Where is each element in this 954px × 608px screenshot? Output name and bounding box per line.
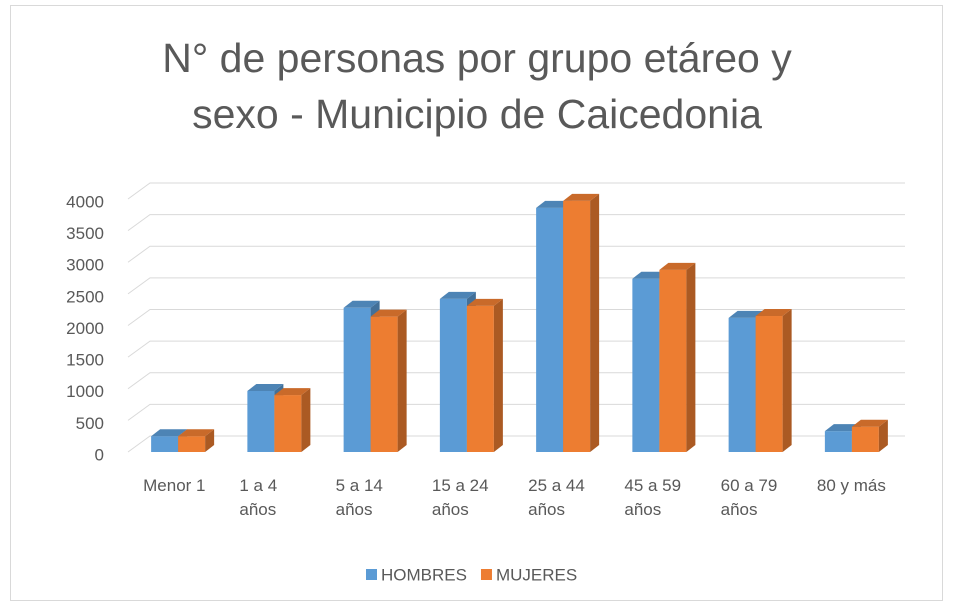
y-tick-label: 0 xyxy=(95,445,104,464)
y-tick-label: 4000 xyxy=(66,192,104,211)
bar-top xyxy=(755,309,792,317)
bar-side xyxy=(301,388,311,452)
grid-line xyxy=(127,182,905,200)
bar xyxy=(370,316,398,452)
bar-top xyxy=(659,262,696,270)
x-tick-label: 80 y más xyxy=(816,476,886,495)
bar-side xyxy=(782,309,792,452)
y-tick-label: 3000 xyxy=(66,256,104,275)
x-tick-label: 5 a 14 años xyxy=(335,476,383,519)
y-tick-label: 2500 xyxy=(66,287,104,306)
x-tick-label: 60 a 79 años xyxy=(720,476,778,519)
legend-swatch xyxy=(366,569,377,580)
bar xyxy=(343,307,371,452)
bar-top xyxy=(343,300,380,308)
bar xyxy=(536,207,564,452)
bar xyxy=(851,426,879,452)
y-tick-label: 500 xyxy=(76,414,104,433)
bar xyxy=(439,298,467,452)
chart-title: N° de personas por grupo etáreo y sexo -… xyxy=(162,35,792,137)
bar xyxy=(728,317,756,452)
bar-side xyxy=(686,262,696,452)
bar-top xyxy=(370,309,407,317)
legend-label: MUJERES xyxy=(496,565,577,584)
bar xyxy=(755,316,783,452)
bar xyxy=(274,395,302,452)
y-tick-label: 1000 xyxy=(66,382,104,401)
bar-top xyxy=(466,298,503,306)
bar xyxy=(824,431,852,452)
bar xyxy=(247,390,275,452)
x-tick-label: 25 a 44 años xyxy=(528,476,585,519)
bar xyxy=(659,269,687,452)
bar-side xyxy=(493,298,503,452)
y-tick-label: 1500 xyxy=(66,351,104,370)
bar-top xyxy=(178,429,215,437)
bar xyxy=(632,278,660,452)
x-tick-label: Menor 1 xyxy=(143,476,206,495)
x-tick-label: 15 a 24 años xyxy=(431,476,489,519)
y-tick-label: 3500 xyxy=(66,224,104,243)
bar-top xyxy=(563,193,600,201)
bar-top xyxy=(151,429,188,437)
bar-top xyxy=(851,419,888,427)
bar xyxy=(563,200,591,452)
x-tick-label: 45 a 59 años xyxy=(624,476,682,519)
bar xyxy=(466,305,494,452)
bar-side xyxy=(397,309,407,452)
bar xyxy=(178,436,206,452)
y-tick-label: 2000 xyxy=(66,319,104,338)
legend-label: HOMBRES xyxy=(381,565,467,584)
grid-line xyxy=(127,245,905,263)
bar-side xyxy=(878,419,888,452)
bar-side xyxy=(590,193,600,452)
bar-top xyxy=(439,291,476,299)
x-tick-label: 1 a 4 años xyxy=(239,476,278,519)
bar-side xyxy=(205,429,215,452)
grid-line xyxy=(127,214,905,232)
bar-top xyxy=(247,383,284,391)
bar xyxy=(151,436,179,452)
bar-top xyxy=(274,388,311,396)
legend-swatch xyxy=(480,569,492,580)
